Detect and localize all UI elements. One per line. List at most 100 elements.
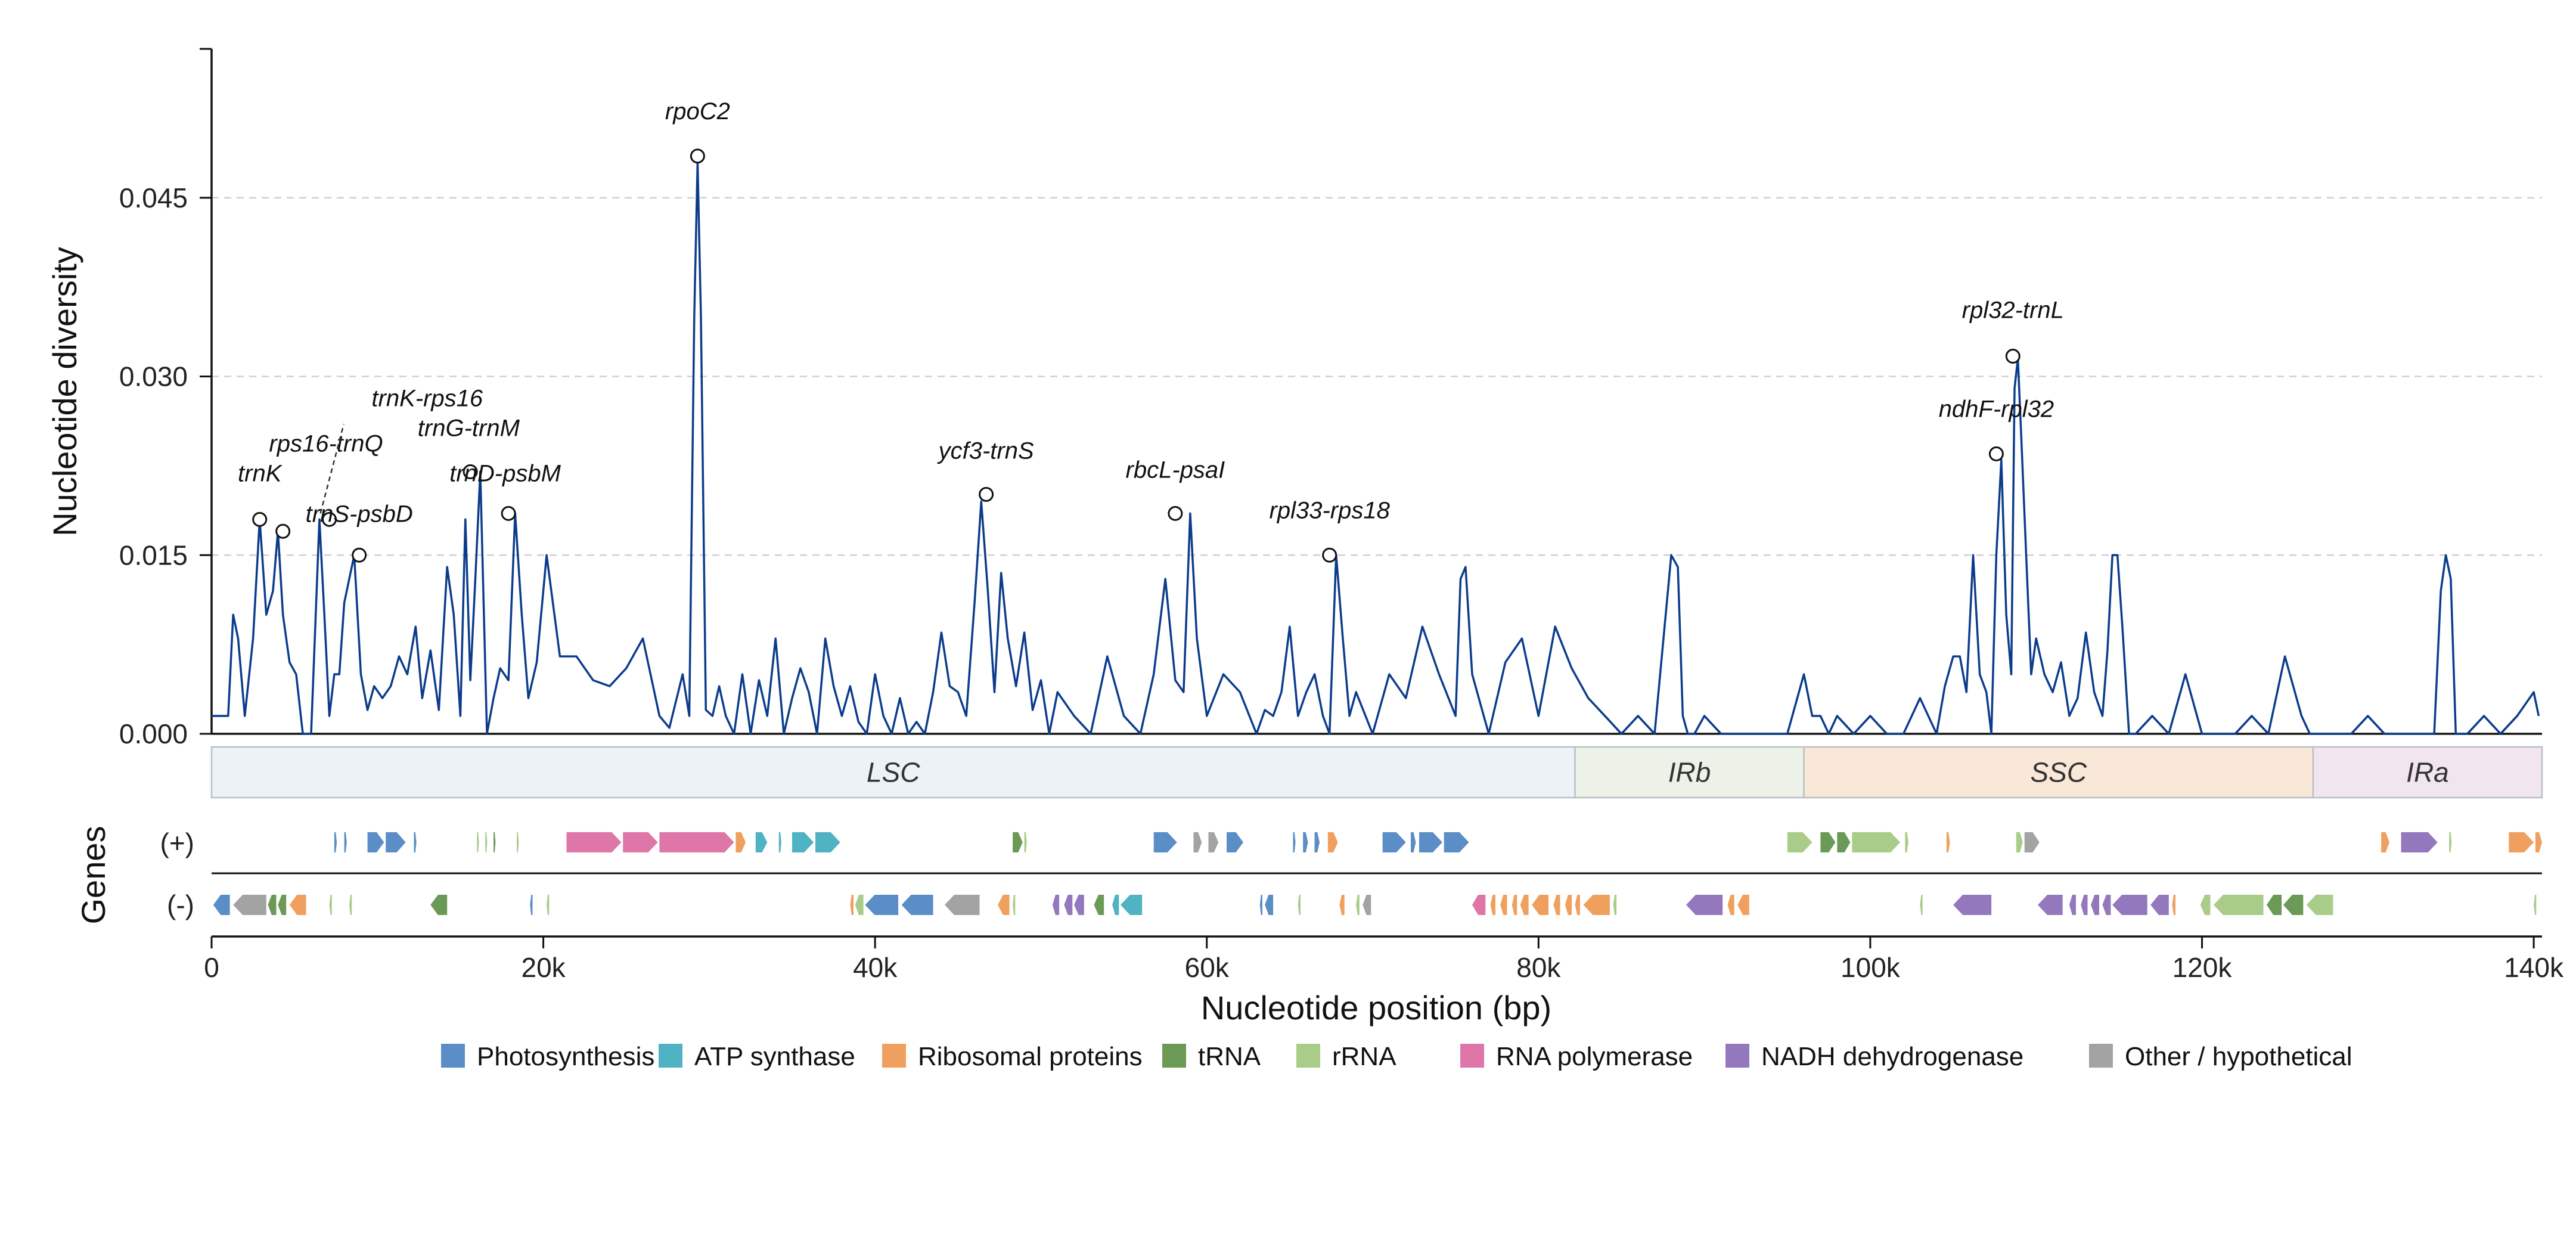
gene-photo [1227, 832, 1243, 852]
legend-swatch [2089, 1044, 2113, 1068]
gene-ribo [2509, 832, 2534, 852]
peak-marker [2005, 349, 2021, 364]
gene-ribo [2172, 895, 2175, 915]
peak-marker [979, 486, 994, 502]
peak-label: trnS-psbD [306, 501, 413, 527]
gene-rrna [329, 895, 332, 915]
gene-rnap [623, 832, 658, 852]
peak-label: rpl32-trnL [1962, 297, 2064, 324]
region-label: IRb [1668, 757, 1711, 788]
genome-regions-track: LSC IRb SSC IRa [210, 746, 2543, 799]
gene-rrna [1024, 832, 1027, 852]
gene-rrna [1787, 832, 1812, 852]
gene-photo [1259, 895, 1262, 915]
diversity-line [212, 161, 2540, 735]
legend: Photosynthesis ATP synthase Ribosomal prot… [441, 1042, 2352, 1071]
gene-trna [278, 895, 287, 915]
peak-label: trnG-trnM [418, 415, 520, 441]
legend-label: ATP synthase [694, 1042, 855, 1071]
gene-photo [367, 832, 384, 852]
gene-atp [755, 832, 768, 852]
gene-ribo [1565, 895, 1572, 915]
peak-marker [252, 511, 268, 527]
gene-ndh [2102, 895, 2111, 915]
gene-rrna [2534, 895, 2537, 915]
legend-swatch [1162, 1044, 1186, 1068]
gene-other [2024, 832, 2040, 852]
gene-photo [901, 895, 933, 915]
peak-marker [1988, 446, 2004, 461]
gene-rrna [2016, 832, 2023, 852]
y-tick-label: 0.045 [119, 182, 188, 213]
gene-other [945, 895, 980, 915]
strand-minus-label: (-) [167, 889, 194, 920]
gene-ribo [289, 895, 306, 915]
region-label: IRa [2406, 757, 2449, 788]
legend-swatch [659, 1044, 682, 1068]
gene-ndh [1052, 895, 1060, 915]
gene-photo [1265, 895, 1274, 915]
peak-marker [352, 547, 367, 563]
gene-rrna [477, 832, 479, 852]
y-tick-label: 0.015 [119, 539, 188, 570]
peak-label: trnK-rps16 [371, 385, 483, 411]
gene-ndh [2091, 895, 2099, 915]
gene-ribo [1727, 895, 1734, 915]
gene-rrna [547, 895, 550, 915]
gene-photo [1382, 832, 1406, 852]
legend-label: NADH dehydrogenase [1761, 1042, 2023, 1071]
gene-trna [2267, 895, 2282, 915]
genes-axis-title: Genes [75, 826, 112, 925]
gene-other [1193, 832, 1202, 852]
x-tick-label: 120k [2172, 952, 2233, 983]
gene-ndh [2069, 895, 2076, 915]
gene-rrna [1905, 832, 1908, 852]
peak-label: rpl33-rps18 [1270, 497, 1391, 523]
gene-rrna [517, 832, 519, 852]
gene-ndh [2081, 895, 2088, 915]
gene-atp [778, 832, 781, 852]
region-label: LSC [867, 757, 920, 788]
gene-trna [1094, 895, 1104, 915]
x-tick-label: 0 [204, 952, 219, 983]
peak-label: rbcL-psaI [1126, 457, 1225, 483]
gene-trna [494, 832, 496, 852]
gridlines [212, 197, 2542, 556]
y-tick-label: 0.030 [119, 361, 188, 392]
gene-photo [1293, 832, 1296, 852]
legend-label: Photosynthesis [477, 1042, 654, 1071]
x-axis-title: Nucleotide position (bp) [1201, 989, 1551, 1026]
gene-photo [334, 832, 337, 852]
gene-photo [414, 832, 417, 852]
gene-rrna [2200, 895, 2211, 915]
gene-ribo [1490, 895, 1495, 915]
gene-photo [530, 895, 533, 915]
gene-rrna [2214, 895, 2264, 915]
legend-label: rRNA [1332, 1042, 1396, 1071]
gene-ndh [2150, 895, 2169, 915]
gene-ribo [1553, 895, 1560, 915]
gene-trna [1013, 832, 1023, 852]
gene-rrna [1613, 895, 1617, 915]
peak-label: ycf3-trnS [937, 438, 1034, 464]
gene-ndh [1064, 895, 1073, 915]
x-tick-label: 60k [1185, 952, 1230, 983]
gene-trna [2283, 895, 2304, 915]
gene-atp [1112, 895, 1119, 915]
gene-photo [1303, 832, 1308, 852]
legend-label: RNA polymerase [1496, 1042, 1693, 1071]
x-tick-label: 20k [521, 952, 566, 983]
gene-ndh [2038, 895, 2063, 915]
gene-photo [344, 832, 347, 852]
gene-rnap [1472, 895, 1486, 915]
peak-label: trnK [238, 460, 283, 486]
gene-rrna [1298, 895, 1301, 915]
strand-plus-label: (+) [160, 827, 195, 858]
gene-ribo [1500, 895, 1507, 915]
peak-label: trnD-psbM [449, 460, 561, 486]
legend-swatch [1460, 1044, 1484, 1068]
gene-tracks: 0 20k 40k 60k 80k 100k 120k 140k [204, 832, 2564, 983]
gene-ndh [1686, 895, 1723, 915]
